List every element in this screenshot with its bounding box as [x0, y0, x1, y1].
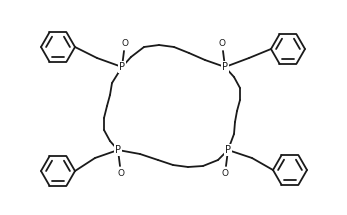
Text: O: O: [221, 169, 229, 178]
Text: P: P: [222, 62, 228, 72]
Text: P: P: [225, 145, 231, 155]
Text: O: O: [219, 40, 226, 49]
Text: O: O: [121, 40, 128, 49]
Text: P: P: [115, 145, 121, 155]
Text: O: O: [118, 169, 125, 178]
Text: P: P: [119, 62, 125, 72]
